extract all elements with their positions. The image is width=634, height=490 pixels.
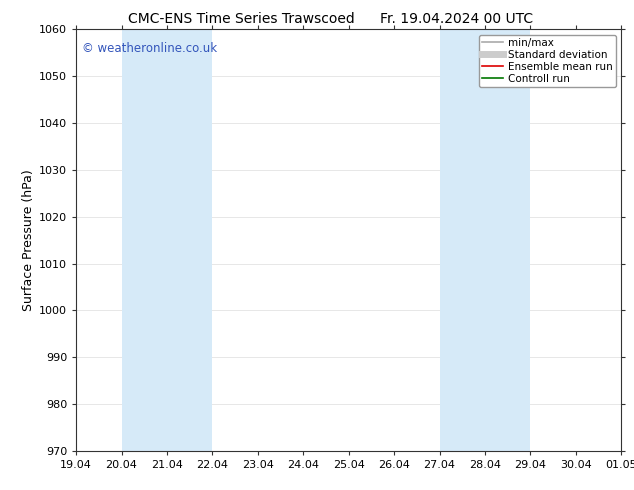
Text: © weatheronline.co.uk: © weatheronline.co.uk [82, 42, 217, 55]
Y-axis label: Surface Pressure (hPa): Surface Pressure (hPa) [22, 169, 35, 311]
Text: Fr. 19.04.2024 00 UTC: Fr. 19.04.2024 00 UTC [380, 12, 533, 26]
Bar [167, 29, 212, 451]
Bar [485, 29, 531, 451]
Text: CMC-ENS Time Series Trawscoed: CMC-ENS Time Series Trawscoed [127, 12, 354, 26]
Bar [122, 29, 167, 451]
Bar [439, 29, 485, 451]
Legend: min/max, Standard deviation, Ensemble mean run, Controll run: min/max, Standard deviation, Ensemble me… [479, 35, 616, 87]
